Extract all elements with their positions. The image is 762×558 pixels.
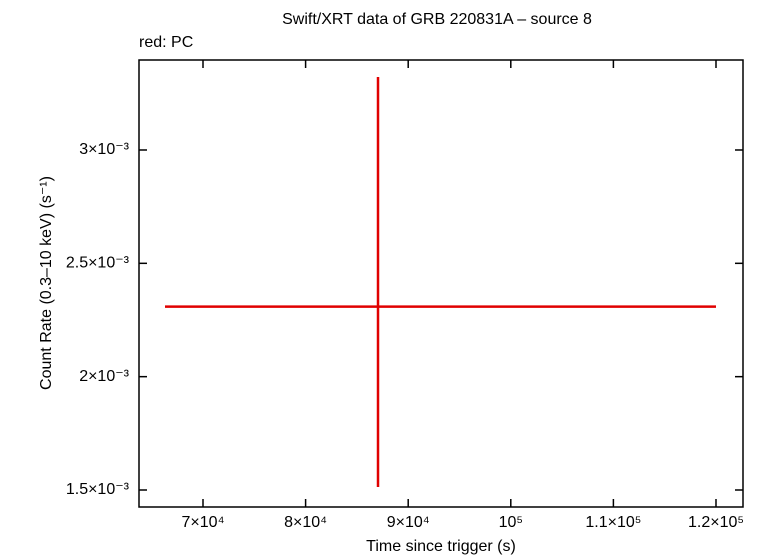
y-tick-label: 2.5×10⁻³: [66, 255, 130, 272]
chart-subtitle: red: PC: [139, 34, 193, 51]
y-tick-label: 1.5×10⁻³: [66, 481, 130, 498]
chart-title: Swift/XRT data of GRB 220831A – source 8: [282, 11, 592, 28]
x-tick-label: 7×10⁴: [182, 514, 225, 531]
x-tick-label: 10⁵: [499, 514, 523, 531]
x-tick-label: 8×10⁴: [284, 514, 327, 531]
plot-frame: [138, 59, 744, 508]
y-tick-label: 2×10⁻³: [79, 368, 129, 385]
x-tick-label: 1.1×10⁵: [585, 514, 641, 531]
y-axis-label: Count Rate (0.3–10 keV) (s⁻¹): [38, 176, 55, 390]
x-tick-label: 9×10⁴: [387, 514, 430, 531]
x-tick-label: 1.2×10⁵: [688, 514, 744, 531]
y-tick-label: 3×10⁻³: [79, 141, 129, 158]
x-axis-label: Time since trigger (s): [366, 538, 516, 555]
